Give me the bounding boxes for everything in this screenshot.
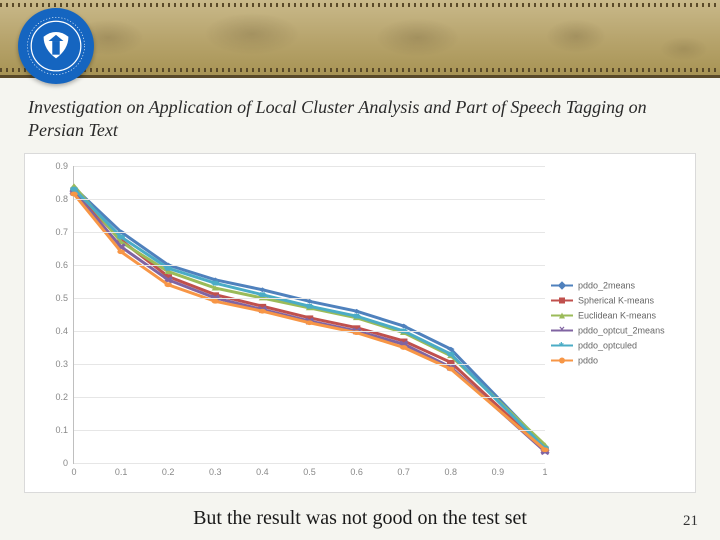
series-marker xyxy=(447,366,455,371)
y-tick-label: 0.9 xyxy=(55,161,74,171)
y-tick-label: 0.7 xyxy=(55,227,74,237)
chart-legend: pddo_2means Spherical K-means Euclidean K-… xyxy=(551,276,689,369)
legend-label: pddo xyxy=(578,355,598,365)
series-marker xyxy=(117,249,125,254)
x-tick-label: 1 xyxy=(542,463,547,477)
line-chart: 00.10.20.30.40.50.60.70.80.900.10.20.30.… xyxy=(24,153,696,493)
legend-item: × pddo_optcut_2means xyxy=(551,324,689,336)
slide-header-band xyxy=(0,0,720,78)
series-marker xyxy=(259,309,267,314)
legend-item: pddo_2means xyxy=(551,279,689,291)
legend-item: pddo xyxy=(551,354,689,366)
legend-swatch: * xyxy=(551,344,573,346)
legend-marker-icon xyxy=(558,281,566,289)
gridline xyxy=(74,232,545,233)
legend-marker-icon: × xyxy=(559,327,565,333)
x-tick-label: 0.2 xyxy=(162,463,175,477)
series-marker xyxy=(306,320,314,325)
x-tick-label: 0.7 xyxy=(397,463,410,477)
university-logo xyxy=(18,8,94,84)
series-marker xyxy=(212,299,220,304)
y-tick-label: 0.3 xyxy=(55,359,74,369)
series-line xyxy=(74,186,545,445)
legend-swatch xyxy=(551,299,573,301)
x-tick-label: 0 xyxy=(71,463,76,477)
header-top-border xyxy=(0,3,720,7)
gridline xyxy=(74,166,545,167)
y-tick-label: 0.6 xyxy=(55,260,74,270)
legend-label: Euclidean K-means xyxy=(578,310,656,320)
legend-item: Euclidean K-means xyxy=(551,309,689,321)
y-tick-label: 0.5 xyxy=(55,293,74,303)
y-tick-label: 0.8 xyxy=(55,194,74,204)
legend-marker-icon xyxy=(559,357,565,363)
header-bottom-border xyxy=(0,68,720,72)
legend-label: pddo_optcut_2means xyxy=(578,325,665,335)
legend-swatch xyxy=(551,359,573,361)
gridline xyxy=(74,298,545,299)
legend-marker-icon: * xyxy=(559,342,565,348)
series-marker xyxy=(164,282,172,287)
series-marker xyxy=(400,345,408,350)
legend-label: Spherical K-means xyxy=(578,295,654,305)
gridline xyxy=(74,265,545,266)
x-tick-label: 0.4 xyxy=(256,463,269,477)
series-marker xyxy=(117,234,125,239)
page-number: 21 xyxy=(683,513,698,530)
slide-caption: But the result was not good on the test … xyxy=(0,507,720,530)
gridline xyxy=(74,199,545,200)
logo-glyph-icon xyxy=(25,15,87,77)
y-tick-label: 0.1 xyxy=(55,425,74,435)
legend-marker-icon xyxy=(559,312,565,318)
legend-swatch: × xyxy=(551,329,573,331)
x-tick-label: 0.9 xyxy=(492,463,505,477)
x-tick-label: 0.6 xyxy=(350,463,363,477)
legend-marker-icon xyxy=(559,297,565,303)
plot-area: 00.10.20.30.40.50.60.70.80.900.10.20.30.… xyxy=(73,166,545,464)
x-tick-label: 0.3 xyxy=(209,463,222,477)
legend-item: Spherical K-means xyxy=(551,294,689,306)
x-tick-label: 0.8 xyxy=(445,463,458,477)
slide-title: Investigation on Application of Local Cl… xyxy=(0,78,720,149)
y-tick-label: 0.4 xyxy=(55,326,74,336)
legend-item: * pddo_optculed xyxy=(551,339,689,351)
series-marker xyxy=(70,187,78,192)
y-tick-label: 0.2 xyxy=(55,392,74,402)
x-tick-label: 0.1 xyxy=(115,463,128,477)
legend-swatch xyxy=(551,284,573,286)
gridline xyxy=(74,331,545,332)
gridline xyxy=(74,364,545,365)
gridline xyxy=(74,430,545,431)
x-tick-label: 0.5 xyxy=(303,463,316,477)
legend-label: pddo_2means xyxy=(578,280,635,290)
gridline xyxy=(74,397,545,398)
series-marker xyxy=(259,292,267,297)
legend-swatch xyxy=(551,314,573,316)
legend-label: pddo_optculed xyxy=(578,340,637,350)
world-map-pattern xyxy=(0,0,720,75)
series-marker xyxy=(164,266,172,271)
chart-series-svg xyxy=(74,166,545,463)
series-marker xyxy=(541,447,549,452)
